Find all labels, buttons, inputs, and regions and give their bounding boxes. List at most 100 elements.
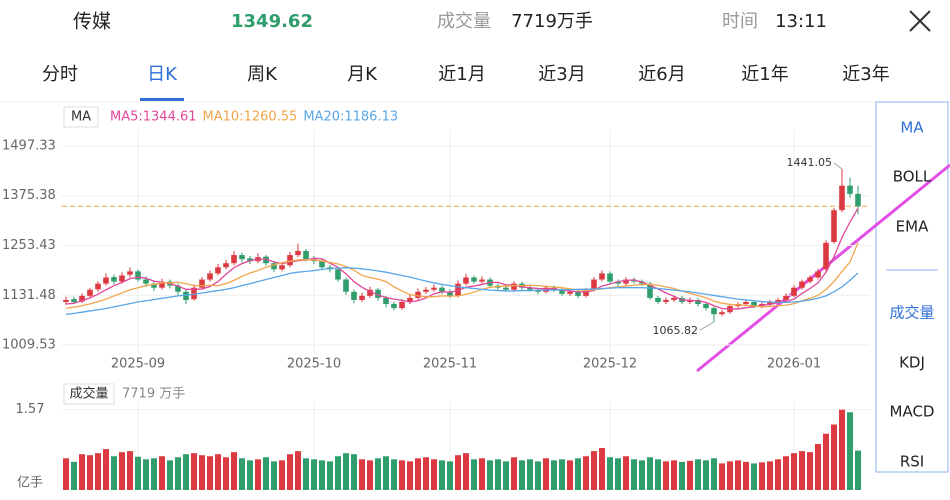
candle-body [423,289,429,292]
volume-bar [447,461,453,490]
tab[interactable]: 周K [247,64,278,85]
tab[interactable]: 近3年 [842,64,889,85]
side-item[interactable]: EMA [896,218,929,236]
tab[interactable]: 日K [147,64,178,85]
candle-body [335,269,341,280]
tab[interactable]: 近1年 [741,64,788,85]
volume-bar [495,459,501,490]
side-item[interactable]: MACD [890,403,935,421]
volume-bar [695,459,701,490]
volume-subtitle: 7719 万手 [122,387,185,402]
volume-bar [767,461,773,490]
candle-body [767,301,773,305]
candle-body [359,295,365,300]
tab[interactable]: 近3月 [538,64,585,85]
volume-box [63,383,115,405]
volume-bar [847,412,853,490]
candle-body [839,185,845,211]
y-tick-label: 1375.38 [2,188,56,203]
volume-bar [199,455,205,490]
time-value: 13:11 [775,11,827,32]
side-item[interactable]: RSI [900,453,924,471]
tab[interactable]: 月K [347,64,378,85]
volume-bar [431,459,437,490]
candle-body [103,277,109,284]
candle-body [199,279,205,288]
volume-bar [479,458,485,490]
candle-body [719,312,725,315]
volume-bar [487,460,493,490]
candle-body [207,273,213,280]
candle-body [671,297,677,300]
volume-bar [719,463,725,490]
candle-body [855,193,861,207]
candle-body [847,185,853,194]
candle-body [615,281,621,284]
volume-bar [567,460,573,490]
candle-body [439,287,445,292]
candle-body [375,289,381,298]
candle-body [415,291,421,298]
candle-body [303,250,309,260]
volume-bar [407,461,413,490]
volume-bar [167,460,173,490]
volume-bar [727,461,733,490]
volume-bar [207,456,213,490]
volume-bar [815,443,821,490]
volume-label: 成交量 [437,11,491,32]
volume-value: 7719万手 [511,11,593,32]
volume-bar [231,452,237,490]
tab[interactable]: 近6月 [638,64,685,85]
close-button[interactable] [909,10,931,32]
volume-bar [119,452,125,490]
side-item[interactable]: MA [900,119,924,137]
candle-body [479,279,485,282]
candle-body [703,304,709,309]
volume-bar [799,451,805,490]
candle-body [295,250,301,256]
volume-bar [583,456,589,490]
candle-body [807,277,813,282]
x-tick-label: 2025-12 [583,357,637,372]
side-item[interactable]: BOLL [893,168,932,186]
volume-bar [599,448,605,490]
side-item[interactable]: 成交量 [889,304,934,322]
ma-line [65,207,859,310]
ma-line [65,267,859,315]
candle-body [463,277,469,284]
candle-body [695,299,701,305]
x-tick-label: 2025-10 [287,357,341,372]
candle-body [351,291,357,300]
volume-bar [239,458,245,490]
x-tick-label: 2025-11 [423,357,477,372]
volume-bar [831,424,837,490]
candle-body [111,277,117,282]
volume-bar [135,456,141,490]
side-item[interactable]: KDJ [899,354,925,372]
index-name: 传媒 [73,11,111,33]
volume-bar [383,456,389,490]
volume-bar [263,457,269,490]
candle-body [279,265,285,270]
legend-entry: MA5:1344.61 [110,110,197,125]
legend-title: MA [71,110,91,125]
y-tick-label: 1009.53 [2,338,56,353]
low-label: 1065.82 [653,324,699,337]
volume-title: 成交量 [69,386,108,402]
legend-entry: MA10:1260.55 [203,110,298,125]
candle-body [407,297,413,302]
candle-body [711,308,717,315]
volume-bar [759,462,765,490]
candle-body [607,273,613,282]
tab[interactable]: 分时 [42,64,78,85]
candle-body [119,275,125,282]
tab[interactable]: 近1月 [438,64,485,85]
volume-bar [511,457,517,490]
ma-line [65,242,859,309]
volume-bar [151,458,157,490]
candle-body [367,289,373,296]
candle-body [271,263,277,270]
x-tick-label: 2026-01 [767,357,821,372]
